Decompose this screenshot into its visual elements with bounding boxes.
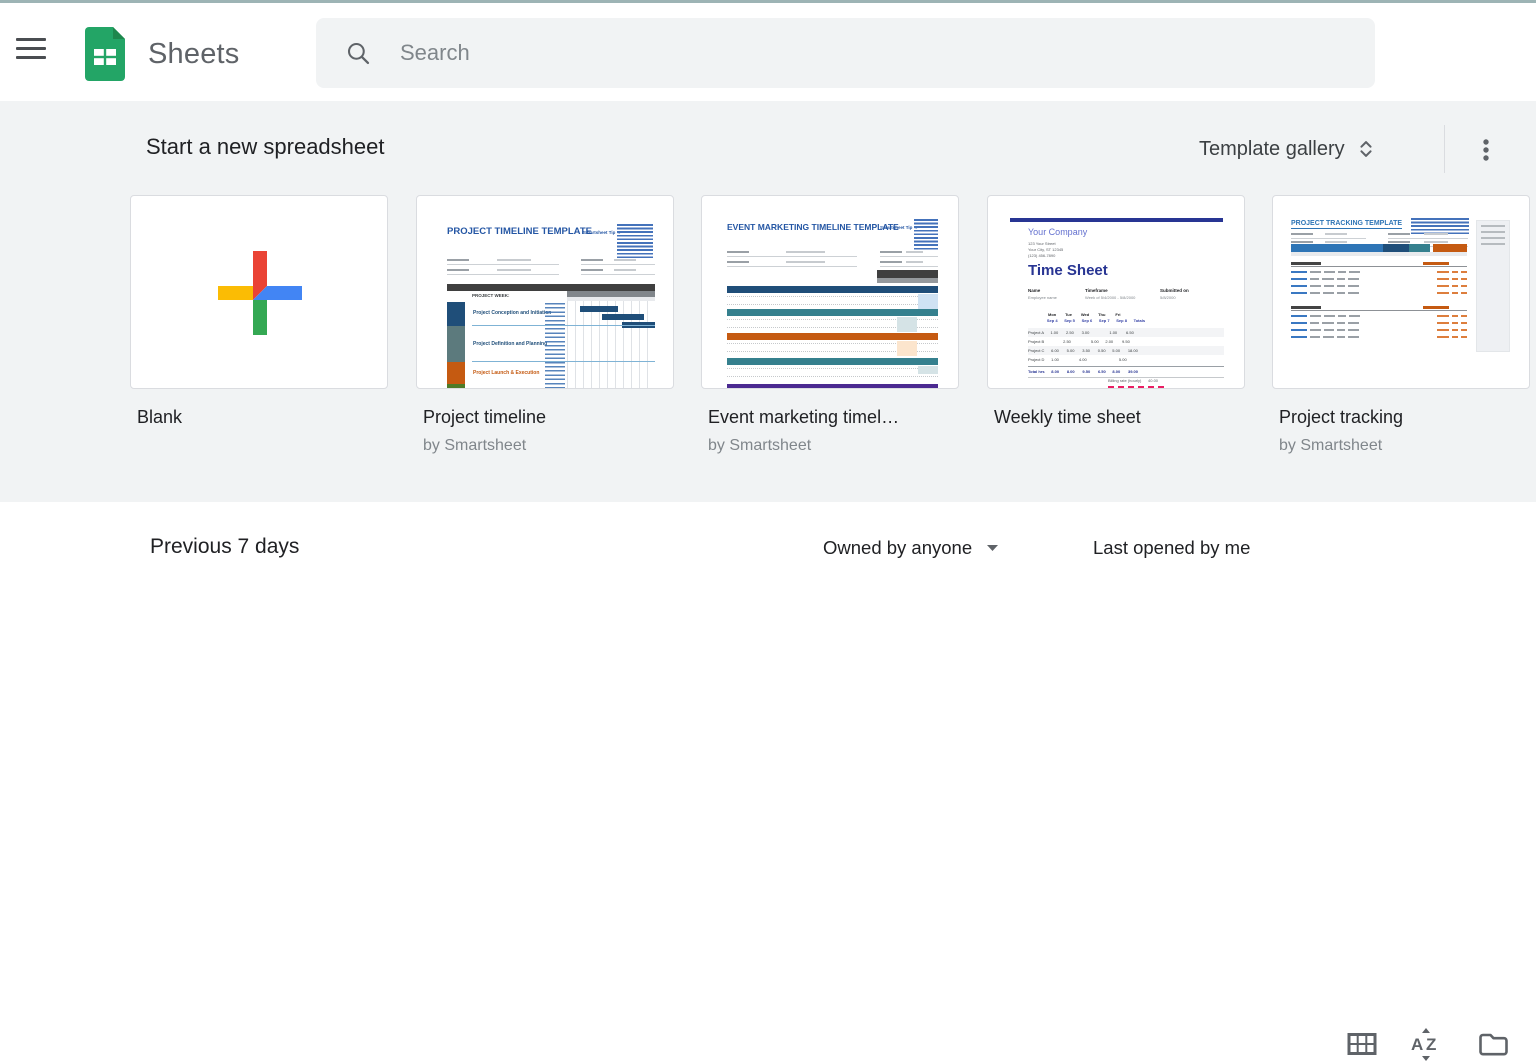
thumbnail-note-block <box>914 219 938 251</box>
more-vert-icon <box>1483 139 1489 161</box>
main-menu-button[interactable] <box>16 37 46 65</box>
template-section: Start a new spreadsheet Template gallery… <box>0 101 1536 502</box>
card-label: Event marketing timel… by Smartsheet <box>701 406 959 456</box>
thumbnail-company: Your Company <box>1028 227 1088 237</box>
search-icon <box>347 42 370 65</box>
open-file-picker-button[interactable] <box>1475 1027 1509 1061</box>
thumbnail-section-1: Project Conception and Initiation <box>473 310 552 316</box>
owner-filter-dropdown[interactable]: Owned by anyone <box>823 532 999 564</box>
thumbnail-meta-submitted: Submitted on <box>1160 288 1189 293</box>
grid-view-icon <box>1347 1033 1377 1055</box>
template-card-project-tracking[interactable]: PROJECT TRACKING TEMPLATE <box>1272 195 1530 389</box>
thumbnail-side-panel <box>1476 220 1510 352</box>
weekly-time-sheet-thumbnail: Your Company 123 Your Street Your City, … <box>988 196 1244 388</box>
thumbnail-title: PROJECT TRACKING TEMPLATE <box>1291 220 1403 229</box>
card-label: Blank <box>130 406 388 428</box>
thumbnail-tip: Smartsheet Tip → <box>880 225 919 230</box>
template-slot-event-marketing: EVENT MARKETING TIMELINE TEMPLATE Smarts… <box>701 195 959 456</box>
owner-filter-label: Owned by anyone <box>823 537 973 558</box>
sort-order-label: Last opened by me <box>1093 537 1251 558</box>
template-name: Weekly time sheet <box>994 407 1141 427</box>
thumbnail-meta-name: Name <box>1028 288 1041 293</box>
template-gallery-button[interactable]: Template gallery <box>1199 131 1377 167</box>
thumbnail-section-2: Project Definition and Planning <box>473 341 548 347</box>
template-slot-project-tracking: PROJECT TRACKING TEMPLATE <box>1272 195 1530 456</box>
sort-order-button[interactable]: Last opened by me <box>1093 532 1250 564</box>
thumbnail-row: Project A 1.00 2.50 3.00 1.00 6.50 <box>1028 328 1224 337</box>
thumbnail-title: PROJECT TIMELINE TEMPLATE <box>447 226 592 237</box>
header-divider <box>1444 125 1445 173</box>
template-name: Event marketing timel… <box>708 407 900 427</box>
search-input[interactable] <box>398 39 1351 67</box>
app-header: Sheets <box>0 3 1536 101</box>
thumbnail-date-row: Sep 4 Sep 5 Sep 6 Sep 7 Sep 8 Totals <box>1028 318 1146 323</box>
thumbnail-week-label: PROJECT WEEK: <box>472 293 510 298</box>
thumbnail-billing-row: Billing rate (hourly) 40.00 <box>1108 378 1159 383</box>
thumbnail-row: Project C 6.00 5.00 3.50 0.50 5.00 18.00 <box>1028 346 1224 355</box>
thumbnail-title: Time Sheet <box>1028 262 1108 279</box>
search-bar[interactable] <box>316 18 1375 88</box>
arrow-drop-down-icon <box>987 545 999 551</box>
recent-files-header: Previous 7 days Owned by anyone Last ope… <box>0 502 1536 1061</box>
template-card-project-timeline[interactable]: PROJECT TIMELINE TEMPLATE Smartsheet Tip… <box>416 195 674 389</box>
template-name: Project tracking <box>1279 407 1404 427</box>
sheets-home-link[interactable]: Sheets <box>85 25 240 83</box>
card-label: Weekly time sheet <box>987 406 1245 428</box>
project-tracking-thumbnail: PROJECT TRACKING TEMPLATE <box>1273 196 1529 388</box>
template-card-event-marketing[interactable]: EVENT MARKETING TIMELINE TEMPLATE Smarts… <box>701 195 959 389</box>
project-timeline-thumbnail: PROJECT TIMELINE TEMPLATE Smartsheet Tip… <box>417 196 673 388</box>
thumbnail-note-block <box>1411 218 1469 234</box>
thumbnail-address: 123 Your Street Your City, ST 12345 (123… <box>1028 241 1064 258</box>
thumbnail-pink-dashes <box>1108 386 1164 388</box>
thumbnail-meta-timeframe: Timeframe <box>1085 288 1108 293</box>
thumbnail-section-3: Project Launch & Execution <box>473 370 540 376</box>
app-title: Sheets <box>148 37 240 70</box>
thumbnail-note-block <box>617 224 653 260</box>
template-gallery-label: Template gallery <box>1199 137 1345 160</box>
top-edge-stripe <box>0 0 1536 3</box>
card-label: Project timeline by Smartsheet <box>416 406 674 456</box>
recent-section-title: Previous 7 days <box>150 535 300 558</box>
thumbnail-top-rule <box>1010 218 1223 222</box>
thumbnail-title: EVENT MARKETING TIMELINE TEMPLATE <box>727 222 899 232</box>
template-slot-project-timeline: PROJECT TIMELINE TEMPLATE Smartsheet Tip… <box>416 195 674 456</box>
template-slot-blank: Blank <box>130 195 388 428</box>
sort-az-icon: A Z <box>1411 1027 1441 1061</box>
thumbnail-row: Project B 2.50 5.00 2.00 9.50 <box>1028 339 1130 344</box>
thumbnail-row: Project D 1.00 4.00 5.00 <box>1028 357 1127 362</box>
folder-icon <box>1479 1033 1508 1056</box>
unfold-more-icon <box>1360 141 1372 157</box>
template-more-menu-button[interactable] <box>1466 130 1506 170</box>
grid-view-button[interactable] <box>1345 1027 1379 1061</box>
template-card-blank[interactable] <box>130 195 388 389</box>
template-author: by Smartsheet <box>423 437 527 454</box>
template-section-title: Start a new spreadsheet <box>146 134 385 159</box>
template-author: by Smartsheet <box>708 437 812 454</box>
template-author: by Smartsheet <box>1279 437 1383 454</box>
blank-plus-icon <box>218 251 302 335</box>
template-name: Project timeline <box>423 407 547 427</box>
thumbnail-total-row: Total hrs 8.00 8.00 9.50 6.50 8.00 39.00 <box>1028 366 1224 378</box>
thumbnail-tip: Smartsheet Tip → <box>583 230 622 235</box>
hamburger-icon <box>16 37 46 41</box>
sheets-logo-icon <box>85 27 125 81</box>
sort-az-button[interactable]: A Z <box>1409 1027 1443 1061</box>
template-name: Blank <box>137 407 183 427</box>
template-slot-weekly-time-sheet: Your Company 123 Your Street Your City, … <box>987 195 1245 428</box>
thumbnail-day-row: Mon Tue Wed Thu Fri <box>1028 312 1121 317</box>
card-label: Project tracking by Smartsheet <box>1272 406 1530 456</box>
event-marketing-thumbnail: EVENT MARKETING TIMELINE TEMPLATE Smarts… <box>702 196 958 388</box>
template-card-weekly-time-sheet[interactable]: Your Company 123 Your Street Your City, … <box>987 195 1245 389</box>
